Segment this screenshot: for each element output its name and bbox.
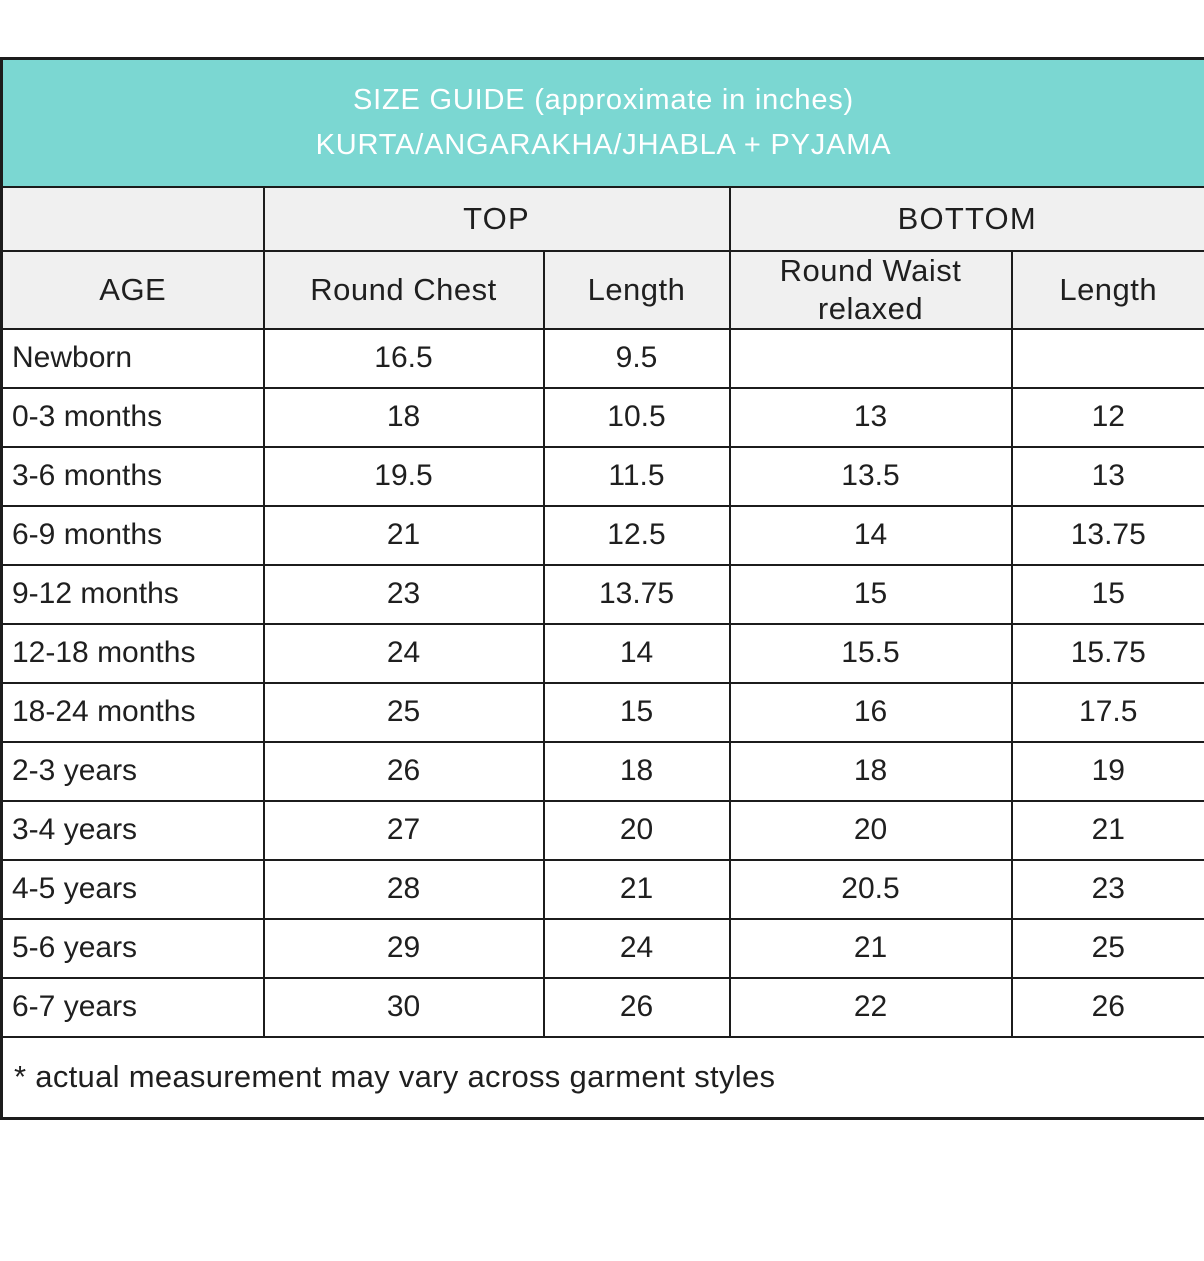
waist-cell: 18	[730, 742, 1012, 801]
chest-cell: 24	[264, 624, 544, 683]
bottom-length-cell	[1012, 329, 1204, 388]
bottom-length-cell: 26	[1012, 978, 1204, 1037]
column-header-round-waist: Round Waist relaxed	[730, 251, 1012, 329]
waist-cell	[730, 329, 1012, 388]
top-length-cell: 20	[544, 801, 730, 860]
waist-cell: 15	[730, 565, 1012, 624]
table-row: 9-12 months 23 13.75 15 15	[2, 565, 1204, 624]
chest-cell: 26	[264, 742, 544, 801]
waist-cell: 20.5	[730, 860, 1012, 919]
bottom-length-cell: 17.5	[1012, 683, 1204, 742]
footnote: * actual measurement may vary across gar…	[2, 1037, 1204, 1119]
size-guide-table: SIZE GUIDE (approximate in inches) KURTA…	[0, 57, 1204, 1120]
bottom-length-cell: 23	[1012, 860, 1204, 919]
age-cell: 9-12 months	[2, 565, 264, 624]
waist-cell: 22	[730, 978, 1012, 1037]
group-header-row: TOP BOTTOM	[2, 187, 1204, 251]
bottom-length-cell: 25	[1012, 919, 1204, 978]
age-cell: 3-4 years	[2, 801, 264, 860]
age-cell: 6-9 months	[2, 506, 264, 565]
title-band: SIZE GUIDE (approximate in inches) KURTA…	[2, 59, 1204, 187]
column-header-row: AGE Round Chest Length Round Waist relax…	[2, 251, 1204, 329]
top-length-cell: 26	[544, 978, 730, 1037]
table-row: 0-3 months 18 10.5 13 12	[2, 388, 1204, 447]
top-length-cell: 9.5	[544, 329, 730, 388]
top-length-cell: 11.5	[544, 447, 730, 506]
top-length-cell: 15	[544, 683, 730, 742]
column-header-bottom-length: Length	[1012, 251, 1204, 329]
top-length-cell: 12.5	[544, 506, 730, 565]
group-header-bottom: BOTTOM	[730, 187, 1204, 251]
table-row: 18-24 months 25 15 16 17.5	[2, 683, 1204, 742]
age-cell: 5-6 years	[2, 919, 264, 978]
title-line-1: SIZE GUIDE (approximate in inches)	[4, 78, 1203, 123]
chest-cell: 29	[264, 919, 544, 978]
age-cell: 2-3 years	[2, 742, 264, 801]
age-cell: 6-7 years	[2, 978, 264, 1037]
waist-cell: 16	[730, 683, 1012, 742]
chest-cell: 19.5	[264, 447, 544, 506]
waist-cell: 20	[730, 801, 1012, 860]
table-row: 2-3 years 26 18 18 19	[2, 742, 1204, 801]
top-length-cell: 10.5	[544, 388, 730, 447]
age-cell: 4-5 years	[2, 860, 264, 919]
top-length-cell: 18	[544, 742, 730, 801]
table-row: 3-4 years 27 20 20 21	[2, 801, 1204, 860]
top-length-cell: 24	[544, 919, 730, 978]
table-row: 6-7 years 30 26 22 26	[2, 978, 1204, 1037]
table-row: 5-6 years 29 24 21 25	[2, 919, 1204, 978]
age-cell: 18-24 months	[2, 683, 264, 742]
bottom-length-cell: 19	[1012, 742, 1204, 801]
age-cell: Newborn	[2, 329, 264, 388]
waist-cell: 13	[730, 388, 1012, 447]
column-header-age: AGE	[2, 251, 264, 329]
chest-cell: 16.5	[264, 329, 544, 388]
title-band-row: SIZE GUIDE (approximate in inches) KURTA…	[2, 59, 1204, 187]
bottom-length-cell: 21	[1012, 801, 1204, 860]
chest-cell: 25	[264, 683, 544, 742]
chest-cell: 30	[264, 978, 544, 1037]
bottom-length-cell: 12	[1012, 388, 1204, 447]
table-row: 12-18 months 24 14 15.5 15.75	[2, 624, 1204, 683]
chest-cell: 23	[264, 565, 544, 624]
column-header-top-length: Length	[544, 251, 730, 329]
top-length-cell: 13.75	[544, 565, 730, 624]
column-header-round-chest: Round Chest	[264, 251, 544, 329]
chest-cell: 18	[264, 388, 544, 447]
age-cell: 3-6 months	[2, 447, 264, 506]
chest-cell: 28	[264, 860, 544, 919]
waist-cell: 14	[730, 506, 1012, 565]
bottom-length-cell: 15.75	[1012, 624, 1204, 683]
table-row: 4-5 years 28 21 20.5 23	[2, 860, 1204, 919]
title-line-2: KURTA/ANGARAKHA/JHABLA + PYJAMA	[4, 123, 1203, 168]
table-row: 6-9 months 21 12.5 14 13.75	[2, 506, 1204, 565]
bottom-length-cell: 13.75	[1012, 506, 1204, 565]
top-length-cell: 14	[544, 624, 730, 683]
waist-cell: 21	[730, 919, 1012, 978]
bottom-length-cell: 15	[1012, 565, 1204, 624]
group-header-empty	[2, 187, 264, 251]
age-cell: 12-18 months	[2, 624, 264, 683]
waist-cell: 13.5	[730, 447, 1012, 506]
chest-cell: 27	[264, 801, 544, 860]
age-cell: 0-3 months	[2, 388, 264, 447]
footnote-row: * actual measurement may vary across gar…	[2, 1037, 1204, 1119]
table-row: Newborn 16.5 9.5	[2, 329, 1204, 388]
group-header-top: TOP	[264, 187, 730, 251]
bottom-length-cell: 13	[1012, 447, 1204, 506]
table-row: 3-6 months 19.5 11.5 13.5 13	[2, 447, 1204, 506]
chest-cell: 21	[264, 506, 544, 565]
waist-cell: 15.5	[730, 624, 1012, 683]
top-length-cell: 21	[544, 860, 730, 919]
